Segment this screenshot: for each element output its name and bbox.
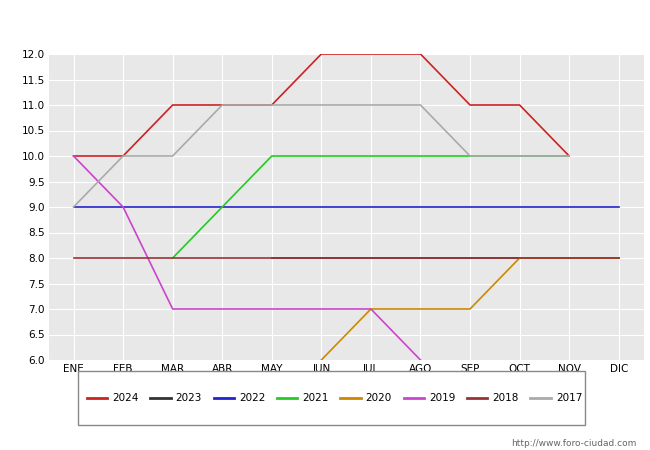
FancyBboxPatch shape — [78, 371, 585, 425]
Text: 2023: 2023 — [176, 393, 202, 403]
Text: 2018: 2018 — [493, 393, 519, 403]
Text: 2022: 2022 — [239, 393, 265, 403]
Text: 2024: 2024 — [112, 393, 138, 403]
Text: 2017: 2017 — [556, 393, 582, 403]
Text: http://www.foro-ciudad.com: http://www.foro-ciudad.com — [512, 439, 637, 448]
Text: 2021: 2021 — [302, 393, 329, 403]
Text: 2019: 2019 — [429, 393, 456, 403]
Text: 2020: 2020 — [366, 393, 392, 403]
Text: Afiliados en Pozalmuro a 30/11/2024: Afiliados en Pozalmuro a 30/11/2024 — [173, 16, 477, 34]
